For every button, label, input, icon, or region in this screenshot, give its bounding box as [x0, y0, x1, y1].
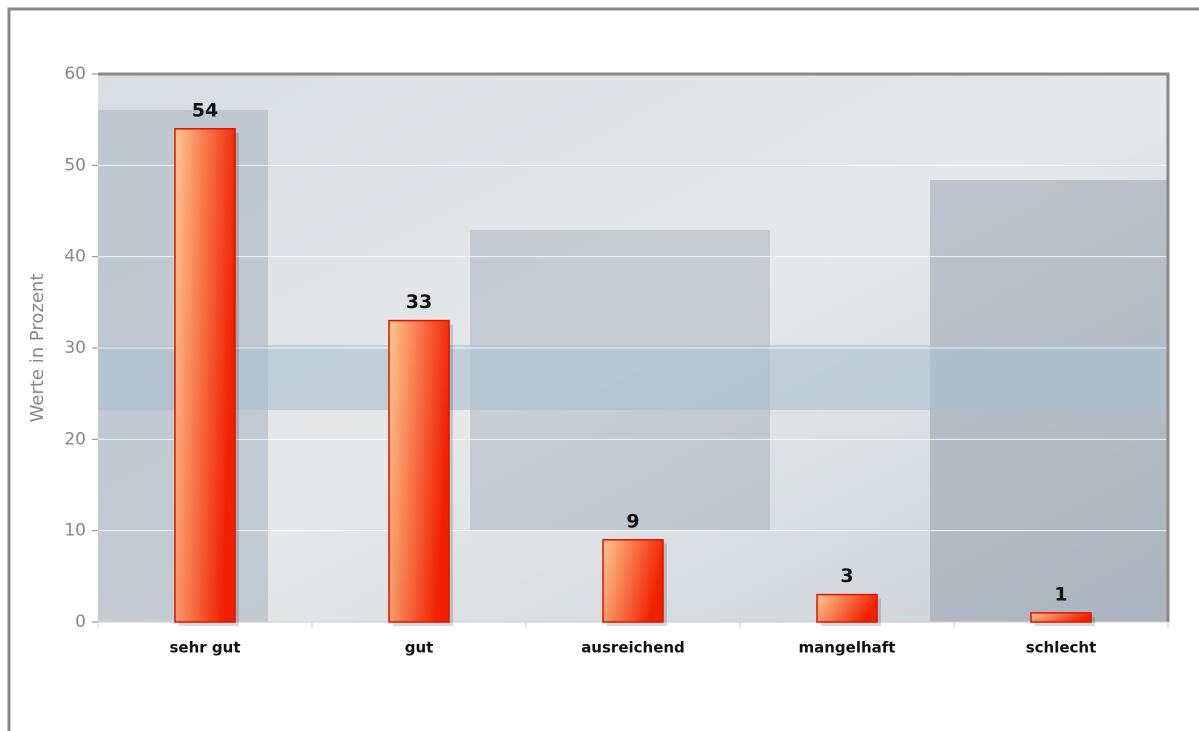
- value-label: 33: [406, 291, 432, 313]
- x-tick-label: gut: [405, 639, 434, 657]
- value-label: 3: [840, 565, 853, 587]
- y-tick-label: 0: [75, 612, 86, 632]
- y-tick-label: 50: [64, 155, 86, 175]
- chart: Werte in Prozent 0 10 20 30 40 50 60 sehr gut 54…: [0, 0, 1199, 731]
- bar: [175, 129, 235, 622]
- x-tick-label: mangelhaft: [799, 639, 896, 657]
- value-label: 9: [626, 510, 639, 532]
- bar: [603, 540, 663, 622]
- y-tick-label: 60: [64, 64, 86, 84]
- value-label: 54: [192, 99, 218, 121]
- y-axis-label: Werte in Prozent: [27, 274, 48, 423]
- x-tick-label: sehr gut: [170, 639, 241, 657]
- bar: [817, 595, 877, 622]
- y-tick-label: 40: [64, 247, 86, 267]
- y-tick-label: 10: [64, 521, 86, 541]
- x-tick-label: ausreichend: [581, 639, 685, 657]
- value-label: 1: [1054, 583, 1067, 605]
- bar: [389, 321, 449, 622]
- y-tick-label: 30: [64, 338, 86, 358]
- bar: [1031, 613, 1091, 622]
- x-tick-label: schlecht: [1026, 639, 1097, 657]
- y-tick-label: 20: [64, 429, 86, 449]
